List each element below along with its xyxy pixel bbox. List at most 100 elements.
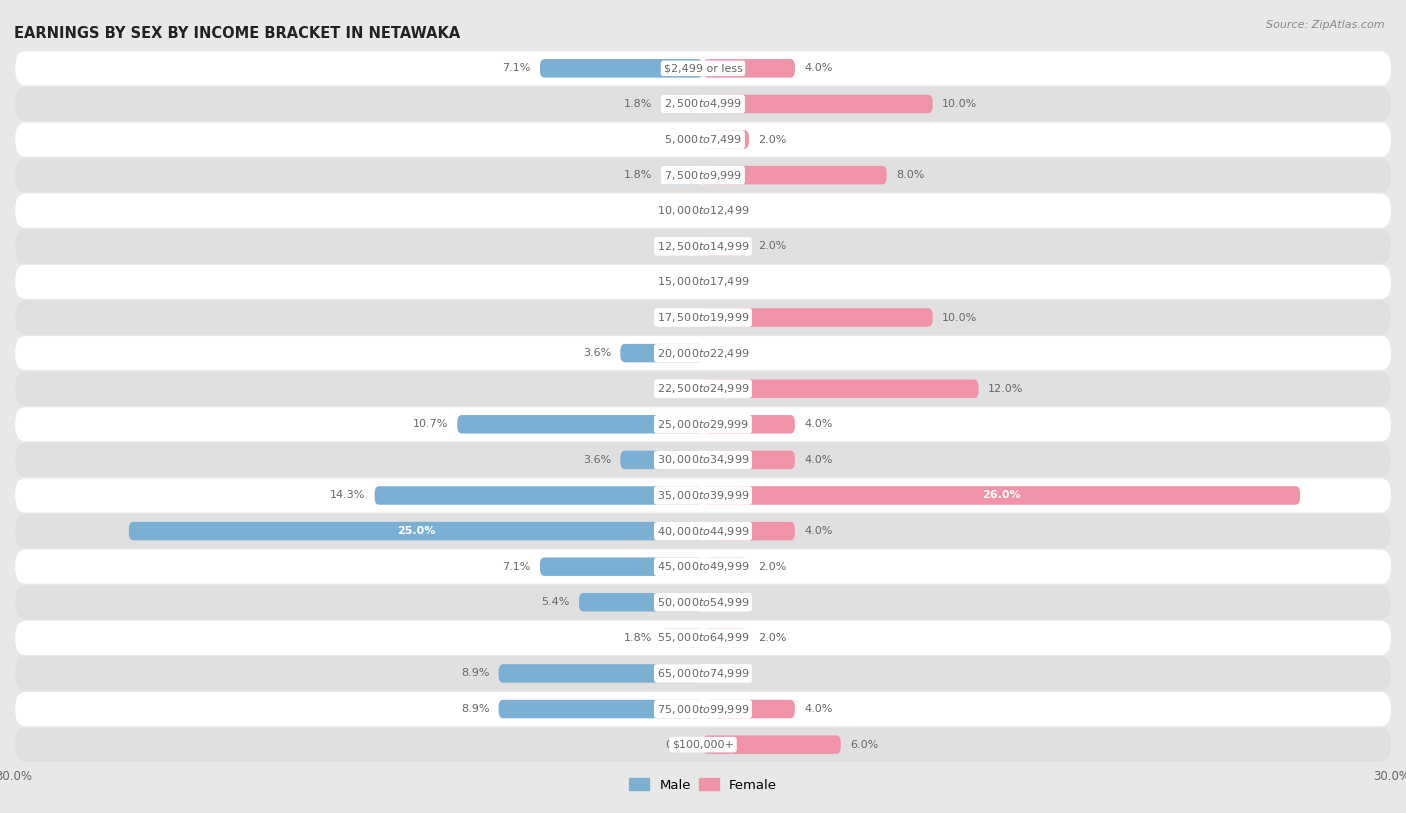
- Text: $22,500 to $24,999: $22,500 to $24,999: [657, 382, 749, 395]
- Text: 2.0%: 2.0%: [758, 134, 786, 145]
- FancyBboxPatch shape: [15, 656, 1391, 690]
- FancyBboxPatch shape: [457, 415, 703, 433]
- FancyBboxPatch shape: [15, 443, 1391, 477]
- Text: $40,000 to $44,999: $40,000 to $44,999: [657, 524, 749, 537]
- Text: $30,000 to $34,999: $30,000 to $34,999: [657, 454, 749, 467]
- Text: 7.1%: 7.1%: [502, 562, 531, 572]
- Text: 10.0%: 10.0%: [942, 99, 977, 109]
- Text: 12.0%: 12.0%: [988, 384, 1024, 393]
- Text: 2.0%: 2.0%: [758, 633, 786, 643]
- Text: 2.0%: 2.0%: [758, 562, 786, 572]
- FancyBboxPatch shape: [620, 344, 703, 363]
- FancyBboxPatch shape: [15, 692, 1391, 726]
- Text: 0.0%: 0.0%: [665, 206, 693, 215]
- Text: 0.0%: 0.0%: [713, 277, 741, 287]
- FancyBboxPatch shape: [703, 628, 749, 647]
- Text: $50,000 to $54,999: $50,000 to $54,999: [657, 596, 749, 609]
- Text: 25.0%: 25.0%: [396, 526, 434, 536]
- FancyBboxPatch shape: [703, 522, 794, 541]
- Text: 0.0%: 0.0%: [713, 598, 741, 607]
- Text: 0.0%: 0.0%: [665, 384, 693, 393]
- FancyBboxPatch shape: [15, 585, 1391, 620]
- Text: 8.9%: 8.9%: [461, 704, 489, 714]
- Text: 4.0%: 4.0%: [804, 63, 832, 73]
- FancyBboxPatch shape: [703, 59, 794, 77]
- Text: $2,499 or less: $2,499 or less: [664, 63, 742, 73]
- Text: $20,000 to $22,499: $20,000 to $22,499: [657, 346, 749, 359]
- FancyBboxPatch shape: [703, 736, 841, 754]
- Text: $75,000 to $99,999: $75,000 to $99,999: [657, 702, 749, 715]
- Text: 10.7%: 10.7%: [413, 420, 449, 429]
- Text: 3.6%: 3.6%: [583, 455, 612, 465]
- FancyBboxPatch shape: [703, 380, 979, 398]
- FancyBboxPatch shape: [703, 166, 887, 185]
- FancyBboxPatch shape: [703, 308, 932, 327]
- Legend: Male, Female: Male, Female: [624, 773, 782, 797]
- Text: 10.0%: 10.0%: [942, 312, 977, 323]
- Text: 0.0%: 0.0%: [713, 668, 741, 679]
- Text: $65,000 to $74,999: $65,000 to $74,999: [657, 667, 749, 680]
- Text: 14.3%: 14.3%: [330, 490, 366, 501]
- Text: 4.0%: 4.0%: [804, 420, 832, 429]
- Text: $55,000 to $64,999: $55,000 to $64,999: [657, 632, 749, 645]
- FancyBboxPatch shape: [579, 593, 703, 611]
- Text: $10,000 to $12,499: $10,000 to $12,499: [657, 204, 749, 217]
- Text: 0.0%: 0.0%: [665, 241, 693, 251]
- Text: $15,000 to $17,499: $15,000 to $17,499: [657, 276, 749, 289]
- FancyBboxPatch shape: [662, 94, 703, 113]
- FancyBboxPatch shape: [499, 700, 703, 719]
- Text: 1.8%: 1.8%: [624, 99, 652, 109]
- FancyBboxPatch shape: [15, 87, 1391, 121]
- Text: 7.1%: 7.1%: [502, 63, 531, 73]
- Text: 1.8%: 1.8%: [624, 170, 652, 180]
- Text: 8.9%: 8.9%: [461, 668, 489, 679]
- Text: $100,000+: $100,000+: [672, 740, 734, 750]
- Text: 0.0%: 0.0%: [665, 740, 693, 750]
- Text: 4.0%: 4.0%: [804, 526, 832, 536]
- FancyBboxPatch shape: [703, 486, 1301, 505]
- Text: EARNINGS BY SEX BY INCOME BRACKET IN NETAWAKA: EARNINGS BY SEX BY INCOME BRACKET IN NET…: [14, 26, 460, 41]
- Text: 0.0%: 0.0%: [665, 134, 693, 145]
- Text: 2.0%: 2.0%: [758, 241, 786, 251]
- Text: $7,500 to $9,999: $7,500 to $9,999: [664, 168, 742, 181]
- FancyBboxPatch shape: [15, 372, 1391, 406]
- FancyBboxPatch shape: [15, 478, 1391, 512]
- FancyBboxPatch shape: [662, 166, 703, 185]
- Text: $17,500 to $19,999: $17,500 to $19,999: [657, 311, 749, 324]
- FancyBboxPatch shape: [703, 450, 794, 469]
- Text: $35,000 to $39,999: $35,000 to $39,999: [657, 489, 749, 502]
- Text: $5,000 to $7,499: $5,000 to $7,499: [664, 133, 742, 146]
- FancyBboxPatch shape: [15, 51, 1391, 85]
- Text: 0.0%: 0.0%: [713, 348, 741, 358]
- FancyBboxPatch shape: [129, 522, 703, 541]
- Text: $45,000 to $49,999: $45,000 to $49,999: [657, 560, 749, 573]
- FancyBboxPatch shape: [15, 514, 1391, 548]
- FancyBboxPatch shape: [15, 621, 1391, 655]
- FancyBboxPatch shape: [15, 550, 1391, 584]
- FancyBboxPatch shape: [703, 237, 749, 255]
- FancyBboxPatch shape: [662, 628, 703, 647]
- FancyBboxPatch shape: [15, 336, 1391, 370]
- Text: 3.6%: 3.6%: [583, 348, 612, 358]
- FancyBboxPatch shape: [374, 486, 703, 505]
- FancyBboxPatch shape: [703, 415, 794, 433]
- FancyBboxPatch shape: [15, 158, 1391, 192]
- FancyBboxPatch shape: [499, 664, 703, 683]
- Text: Source: ZipAtlas.com: Source: ZipAtlas.com: [1267, 20, 1385, 30]
- FancyBboxPatch shape: [703, 94, 932, 113]
- Text: 0.0%: 0.0%: [665, 312, 693, 323]
- FancyBboxPatch shape: [703, 558, 749, 576]
- FancyBboxPatch shape: [15, 193, 1391, 228]
- FancyBboxPatch shape: [15, 123, 1391, 157]
- FancyBboxPatch shape: [540, 558, 703, 576]
- FancyBboxPatch shape: [703, 130, 749, 149]
- Text: 1.8%: 1.8%: [624, 633, 652, 643]
- FancyBboxPatch shape: [15, 728, 1391, 762]
- Text: 0.0%: 0.0%: [665, 277, 693, 287]
- FancyBboxPatch shape: [15, 229, 1391, 263]
- FancyBboxPatch shape: [15, 407, 1391, 441]
- Text: 4.0%: 4.0%: [804, 704, 832, 714]
- FancyBboxPatch shape: [620, 450, 703, 469]
- Text: 26.0%: 26.0%: [983, 490, 1021, 501]
- Text: 4.0%: 4.0%: [804, 455, 832, 465]
